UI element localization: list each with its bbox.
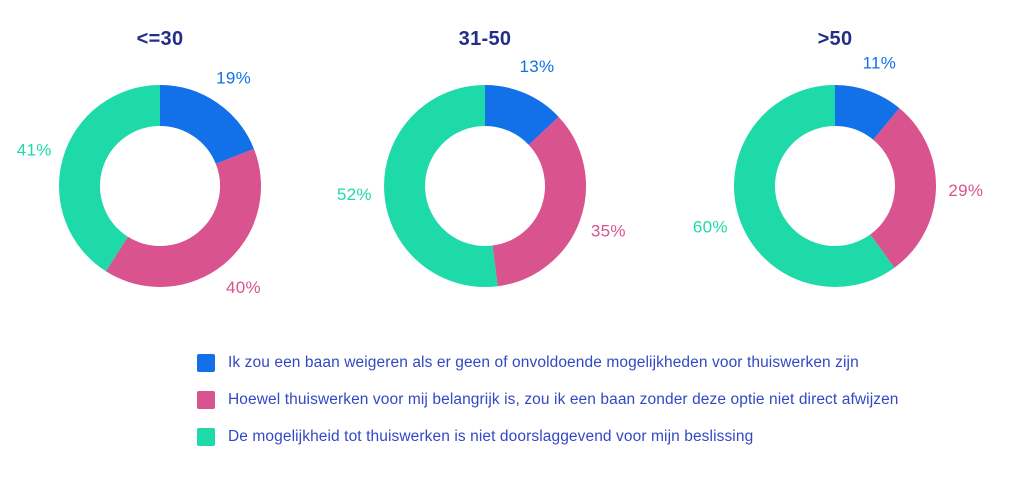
donut-slice — [159, 85, 254, 165]
slice-percent-label: 19% — [216, 69, 251, 88]
donut-chart-31-50: 31-50 13% 35% 52% — [335, 18, 635, 348]
slice-percent-label: 29% — [948, 181, 983, 200]
legend-swatch-blue — [197, 354, 215, 372]
chart-title-over-50: >50 — [817, 28, 853, 50]
chart-title-under-30: <=30 — [136, 28, 184, 50]
donut-31-50: 13% 35% 52% — [337, 57, 626, 287]
legend: Ik zou een baan weigeren als er geen of … — [197, 352, 899, 463]
donut-slice — [59, 85, 161, 272]
legend-item-refuse-job: Ik zou een baan weigeren als er geen of … — [197, 352, 899, 374]
legend-swatch-teal — [197, 428, 215, 446]
legend-item-important-not-decisive: Hoewel thuiswerken voor mij belangrijk i… — [197, 389, 899, 411]
donut-slice — [105, 148, 261, 287]
slice-percent-label: 11% — [863, 54, 897, 73]
slice-percent-label: 60% — [693, 218, 728, 237]
donut-under-30: 19% 40% 41% — [17, 69, 261, 297]
legend-label-refuse-job: Ik zou een baan weigeren als er geen of … — [228, 354, 859, 371]
legend-label-not-decisive: De mogelijkheid tot thuiswerken is niet … — [228, 428, 754, 445]
slice-percent-label: 35% — [591, 221, 626, 240]
slice-percent-label: 40% — [226, 278, 261, 297]
legend-label-important-not-decisive: Hoewel thuiswerken voor mij belangrijk i… — [228, 391, 899, 408]
donut-slice — [491, 116, 586, 287]
donut-slice — [734, 85, 895, 287]
slice-percent-label: 13% — [520, 57, 555, 76]
legend-item-not-decisive: De mogelijkheid tot thuiswerken is niet … — [197, 426, 899, 448]
legend-swatch-pink — [197, 391, 215, 409]
slice-percent-label: 52% — [337, 185, 372, 204]
donut-slice — [869, 108, 936, 268]
donut-slice — [484, 85, 559, 146]
donut-slice — [384, 85, 498, 287]
donut-chart-under-30: <=30 19% 40% 41% — [10, 18, 310, 348]
chart-title-31-50: 31-50 — [458, 28, 512, 50]
donut-chart-over-50: >50 11% 29% 60% — [685, 18, 985, 348]
slice-percent-label: 41% — [17, 141, 52, 160]
donut-over-50: 11% 29% 60% — [693, 54, 983, 287]
donut-slice — [834, 85, 900, 141]
